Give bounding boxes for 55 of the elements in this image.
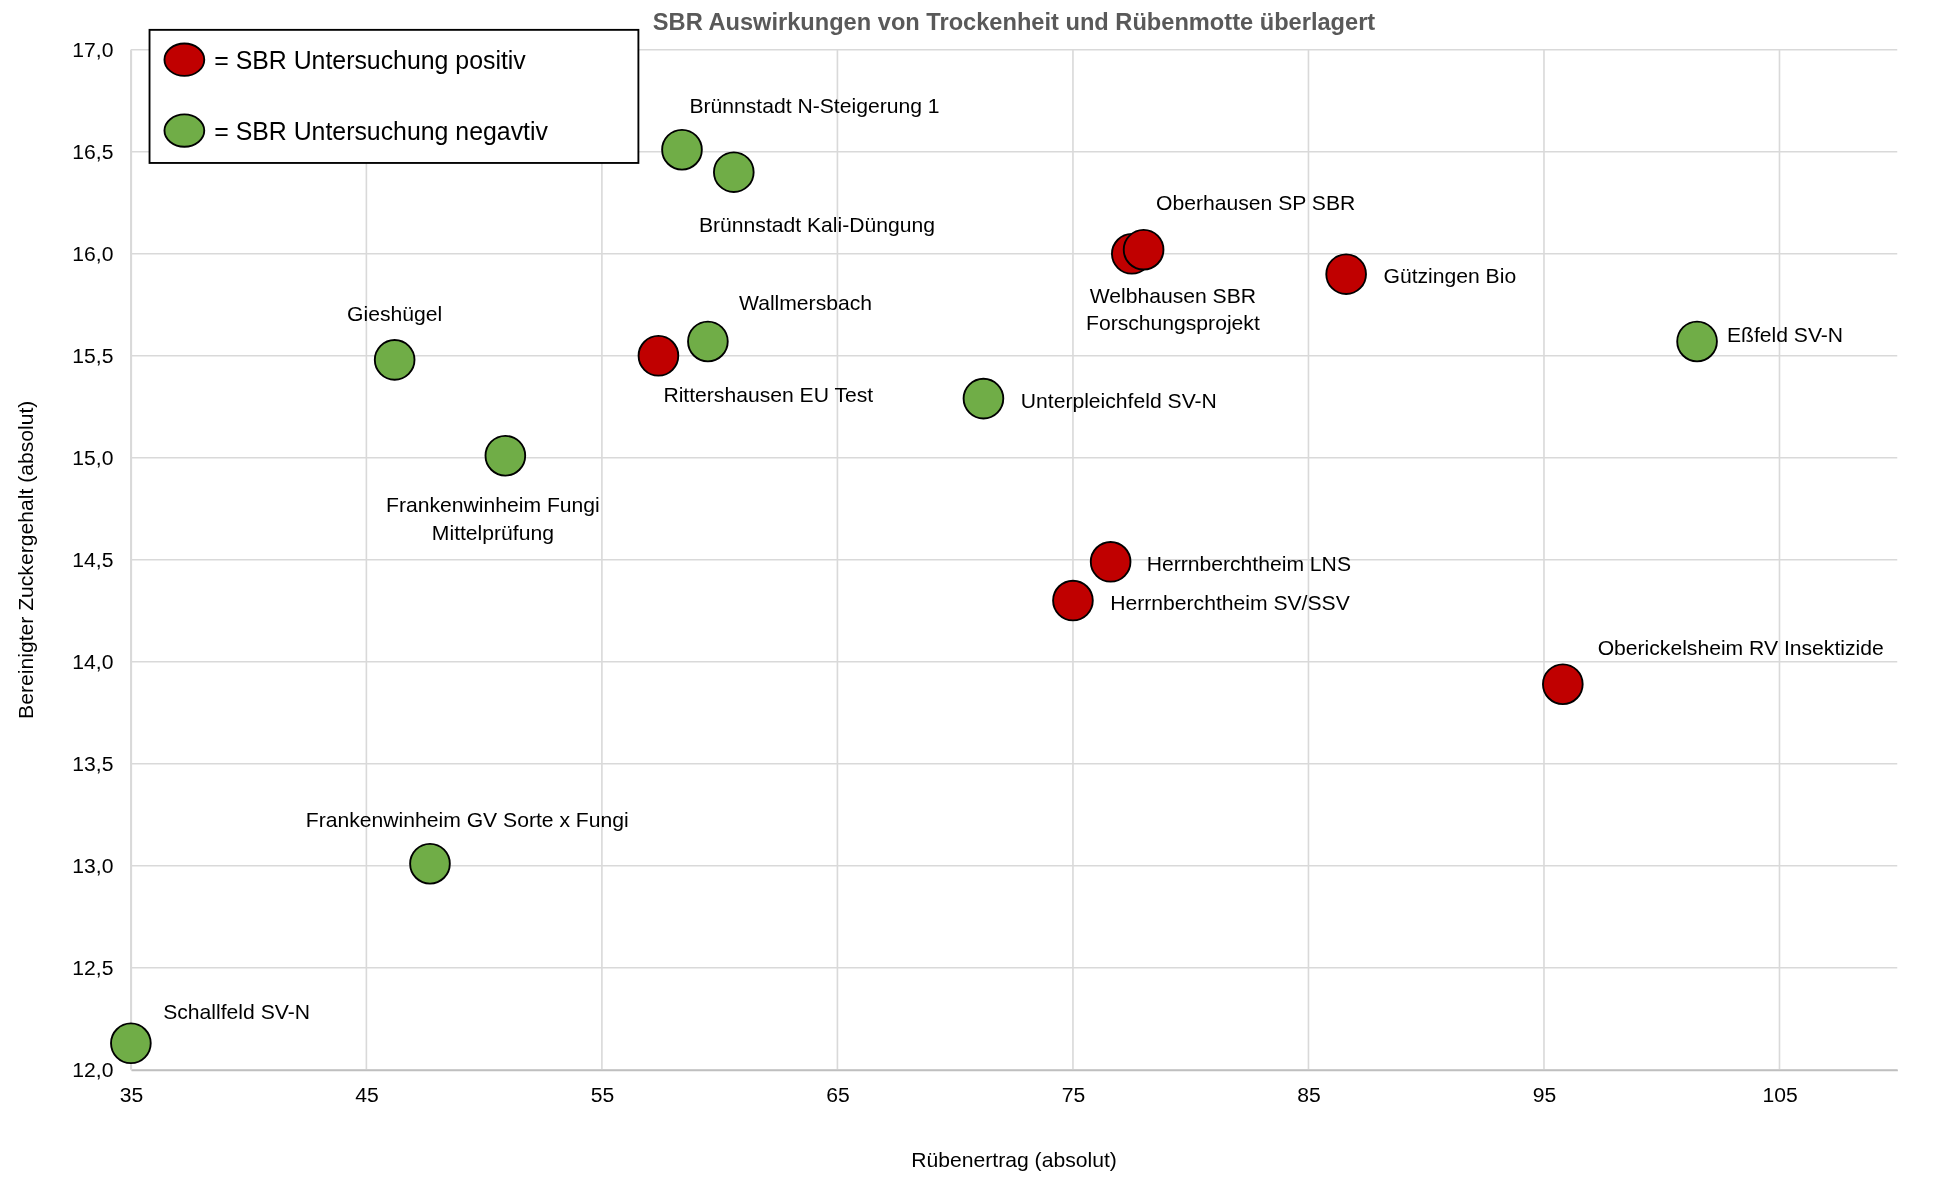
annotation: Brünnstadt N-Steigerung 1 <box>689 93 940 117</box>
y-tick-label: 17,0 <box>72 38 114 62</box>
annotation: Gützingen Bio <box>1383 263 1517 287</box>
y-tick-label: 15,5 <box>72 344 114 368</box>
x-axis-title: Rübenertrag (absolut) <box>911 1147 1117 1171</box>
point <box>637 335 680 377</box>
x-tick-label: 45 <box>355 1083 379 1107</box>
annotation: Wallmersbach <box>738 290 873 314</box>
x-tick-label: 85 <box>1297 1083 1321 1107</box>
annotation: Oberickelsheim RV Insektizide <box>1597 635 1884 659</box>
y-tick-label: 14,0 <box>72 650 114 674</box>
x-tick-label: 55 <box>590 1083 615 1107</box>
x-tick-label: 35 <box>119 1083 144 1107</box>
point <box>687 320 729 363</box>
annotation: Rittershausen EU Test <box>663 382 874 406</box>
annotation: Herrnberchtheim LNS <box>1146 551 1351 575</box>
annotation: Brünnstadt Kali-Düngung <box>698 212 936 236</box>
point <box>962 377 1005 420</box>
y-tick-label: 14,5 <box>72 548 114 572</box>
y-tick-label: 13,0 <box>72 854 114 878</box>
x-tick-label: 75 <box>1061 1083 1086 1107</box>
annotation: Gieshügel <box>347 301 443 325</box>
annotation: Oberhausen SP SBR <box>1156 190 1356 214</box>
point <box>1542 663 1584 705</box>
point <box>1325 253 1367 295</box>
point <box>484 434 527 477</box>
point <box>1676 320 1718 363</box>
annotation: Eßfeld SV-N <box>1726 322 1844 346</box>
x-tick-label: 105 <box>1762 1083 1798 1107</box>
point <box>1089 541 1132 583</box>
point <box>713 151 755 193</box>
point <box>110 1022 152 1065</box>
annotation: Schallfeld SV-N <box>163 999 310 1023</box>
annotation: Frankenwinheim Fungi Mittelprüfung <box>386 492 600 544</box>
y-tick-label: 16,0 <box>72 242 114 266</box>
annotation: Herrnberchtheim SV/SSV <box>1110 590 1350 614</box>
y-tick-label: 12,0 <box>72 1058 114 1082</box>
annotation: Unterpleichfeld SV-N <box>1020 388 1217 412</box>
point <box>409 842 451 885</box>
point <box>1052 579 1094 622</box>
y-tick-label: 15,0 <box>72 446 114 470</box>
annotation: Frankenwinheim GV Sorte x Fungi <box>305 807 629 831</box>
annotation: Welbhausen SBR Forschungsprojekt <box>1085 283 1260 334</box>
x-tick-label: 95 <box>1532 1083 1557 1107</box>
y-tick-label: 12,5 <box>72 956 114 980</box>
x-tick-label: 65 <box>826 1083 850 1107</box>
y-tick-label: 16,5 <box>72 140 114 164</box>
point <box>661 128 703 171</box>
legend-label: = SBR Untersuchung negavtiv <box>214 116 549 145</box>
y-tick-label: 13,5 <box>72 752 114 776</box>
point <box>373 339 416 381</box>
chart-title: SBR Auswirkungen von Trockenheit und Rübenmotte überlagert <box>652 8 1376 35</box>
point <box>1122 228 1165 271</box>
y-axis-title: Bereinigter Zuckergehalt (absolut) <box>13 400 37 719</box>
legend-label: = SBR Untersuchung positiv <box>214 45 527 74</box>
